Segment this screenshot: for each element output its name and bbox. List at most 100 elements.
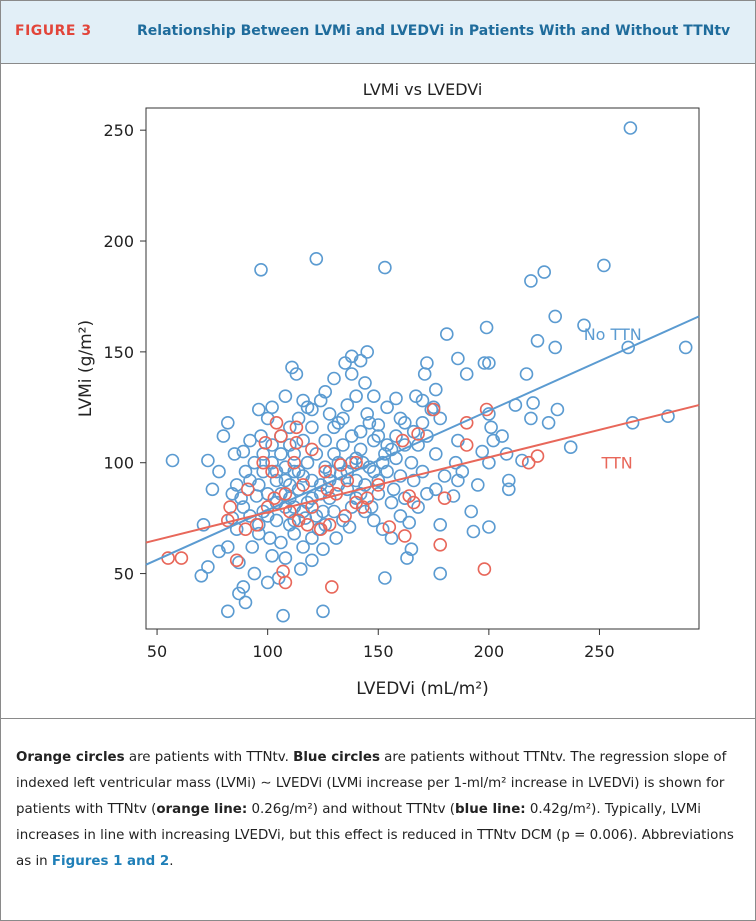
no-ttn-point: [254, 263, 268, 277]
no-ttn-point: [194, 568, 209, 583]
no-ttn-point: [274, 447, 288, 461]
no-ttn-point: [415, 393, 430, 408]
ttn-point: [258, 435, 273, 450]
no-ttn-point: [225, 486, 240, 501]
ttn-point: [355, 500, 370, 514]
no-ttn-point: [678, 340, 693, 355]
no-ttn-point: [402, 515, 417, 530]
no-ttn-point: [316, 542, 330, 557]
no-ttn-point: [353, 424, 368, 439]
no-ttn-point: [470, 478, 485, 492]
figure-label: FIGURE 3: [15, 23, 92, 39]
plot-frame: [145, 107, 700, 630]
no-ttn-point: [309, 252, 324, 266]
ttn-series-label: TTN: [601, 454, 633, 473]
y-axis-label: LVMi (g/m²): [76, 320, 96, 417]
no-ttn-point: [548, 309, 563, 324]
no-ttn-point: [329, 531, 344, 545]
no-ttn-point: [265, 548, 279, 563]
no-ttn-point: [196, 517, 211, 532]
no-ttn-point: [318, 460, 333, 475]
no-ttn-point: [466, 524, 481, 539]
no-ttn-point: [375, 522, 390, 537]
no-ttn-point: [524, 274, 538, 288]
no-ttn-point: [479, 320, 494, 335]
no-ttn-point: [305, 491, 319, 506]
no-ttn-point: [541, 415, 556, 430]
no-ttn-point: [327, 371, 341, 386]
caption-orange-circles: Orange circles: [16, 750, 125, 765]
x-tick-label: 150: [363, 642, 394, 661]
no-ttn-point: [515, 453, 529, 468]
no-ttn-point: [216, 429, 231, 443]
chart-title: LVMi vs LVEDVi: [363, 80, 483, 99]
no-ttn-point: [384, 531, 399, 545]
no-ttn-point: [298, 511, 313, 525]
no-ttn-point: [433, 517, 448, 532]
ttn-point: [256, 455, 271, 470]
no-ttn-point: [400, 551, 414, 565]
x-tick-label: 50: [147, 642, 167, 661]
no-ttn-point: [428, 447, 443, 461]
no-ttn-point: [389, 391, 403, 406]
no-ttn-point: [415, 415, 430, 430]
x-tick-label: 200: [474, 642, 505, 661]
ttn-point: [459, 438, 474, 452]
caption-text-2: are patients without TTNtv. The regressi…: [16, 750, 727, 817]
no-ttn-point: [247, 455, 262, 470]
y-tick-label: 100: [103, 454, 134, 473]
no-ttn-point: [263, 531, 277, 545]
no-ttn-point: [366, 464, 381, 479]
no-ttn-point: [451, 473, 465, 488]
no-ttn-point: [371, 429, 386, 443]
ttn-point: [318, 464, 333, 479]
no-ttn-point: [338, 356, 352, 370]
no-ttn-point: [340, 398, 355, 412]
no-ttn-point: [309, 447, 324, 461]
ttn-point: [278, 486, 293, 501]
no-ttn-point: [524, 411, 538, 426]
no-ttn-point: [366, 433, 381, 448]
no-ttn-point: [331, 415, 346, 430]
no-ttn-point: [236, 500, 251, 514]
ttn-point: [530, 449, 545, 463]
ttn-point: [269, 415, 284, 430]
ttn-point: [274, 429, 288, 443]
no-ttn-point: [417, 367, 432, 381]
no-ttn-point: [296, 433, 310, 448]
ttn-regression-line: [145, 404, 700, 544]
no-ttn-point: [238, 595, 253, 610]
no-ttn-point: [550, 402, 565, 417]
no-ttn-point: [305, 420, 319, 435]
ttn-point: [289, 420, 304, 435]
no-ttn-point: [366, 389, 381, 404]
ttn-point: [174, 551, 189, 565]
no-ttn-point: [282, 420, 297, 435]
ttn-point: [521, 455, 536, 470]
figure-caption: Orange circles are patients with TTNtv. …: [16, 745, 744, 875]
caption-orange-line: orange line:: [156, 802, 248, 817]
no-ttn-point: [265, 400, 279, 415]
no-ttn-point: [406, 473, 421, 488]
y-tick-label: 250: [103, 121, 134, 140]
no-ttn-point: [318, 433, 333, 448]
caption-text-3: 0.26g/m²) and without TTNtv (: [247, 802, 456, 817]
no-ttn-point: [428, 382, 443, 397]
no-ttn-point: [548, 340, 563, 355]
figures-link[interactable]: Figures 1 and 2: [51, 854, 170, 869]
no-ttn-point: [247, 566, 262, 581]
no-ttn-point: [428, 482, 443, 497]
no-ttn-point: [245, 540, 259, 554]
ttn-point: [333, 458, 348, 472]
ttn-point: [338, 509, 352, 523]
ttn-point: [437, 491, 452, 506]
no-ttn-point: [336, 411, 350, 426]
no-ttn-point: [482, 520, 496, 534]
no-ttn-point: [495, 429, 509, 443]
no-ttn-point: [362, 415, 377, 430]
caption-blue-line: blue line:: [455, 802, 526, 817]
x-tick-label: 250: [584, 642, 615, 661]
ttn-point: [349, 455, 363, 470]
no-ttn-point: [448, 455, 463, 470]
x-axis-label: LVEDVi (mL/m²): [356, 679, 489, 699]
